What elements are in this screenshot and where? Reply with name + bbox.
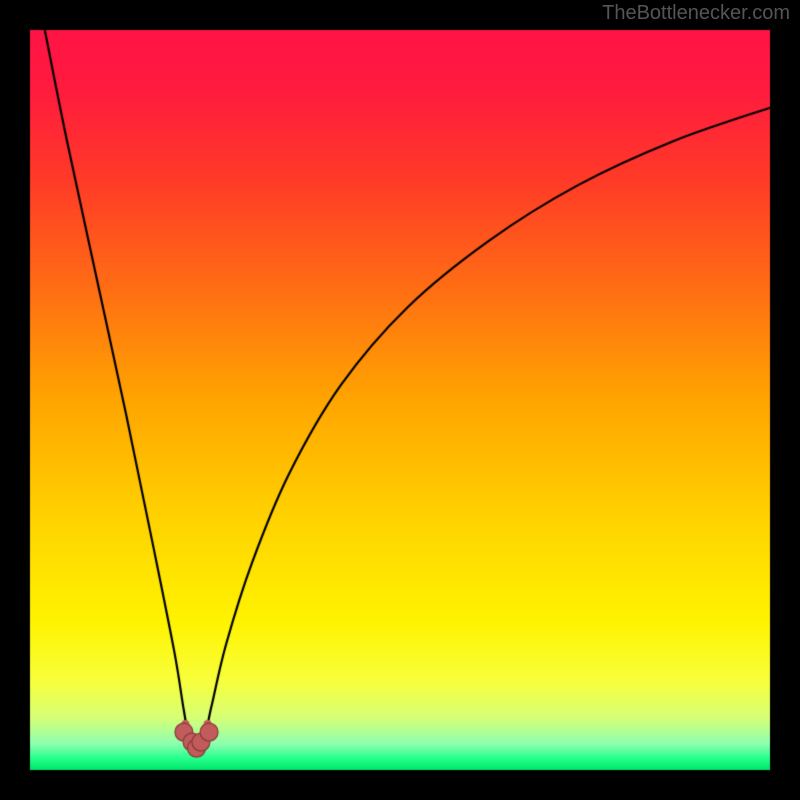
chart-container: TheBottlenecker.com bbox=[0, 0, 800, 800]
bottleneck-chart-canvas bbox=[0, 0, 800, 800]
